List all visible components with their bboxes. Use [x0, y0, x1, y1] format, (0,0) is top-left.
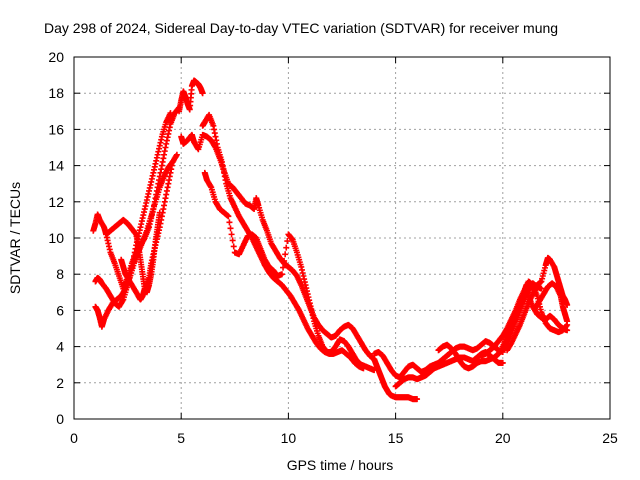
data-point — [283, 244, 290, 251]
y-tick-label: 10 — [48, 230, 64, 246]
data-point — [167, 110, 174, 117]
data-point — [281, 257, 288, 264]
series-trace-e — [118, 158, 176, 303]
series-trace-f — [176, 77, 206, 115]
data-point — [169, 158, 176, 165]
y-tick-label: 2 — [56, 375, 64, 391]
series-trace-i — [201, 169, 378, 374]
data-points — [90, 77, 571, 403]
grid-lines — [74, 57, 610, 419]
y-tick-label: 6 — [56, 302, 64, 318]
data-point — [538, 285, 545, 292]
data-point — [280, 264, 287, 271]
x-tick-label: 15 — [388, 430, 404, 446]
x-tick-label: 10 — [281, 430, 297, 446]
data-point — [282, 251, 289, 258]
series-trace-q — [478, 278, 571, 359]
data-point — [499, 359, 506, 366]
series-trace-g — [178, 131, 378, 363]
x-axis-label: GPS time / hours — [287, 457, 394, 473]
y-axis-label: SDTVAR / TECUs — [7, 182, 23, 294]
data-point — [228, 231, 235, 238]
data-point — [225, 213, 232, 220]
y-tick-label: 16 — [48, 121, 64, 137]
data-point — [414, 396, 421, 403]
y-tick-label: 14 — [48, 158, 64, 174]
chart-title: Day 298 of 2024, Sidereal Day-to-day VTE… — [44, 20, 558, 36]
x-tick-label: 25 — [602, 430, 618, 446]
y-tick-label: 20 — [48, 49, 64, 65]
series-trace-c — [92, 110, 174, 310]
series-trace-o — [504, 254, 571, 354]
series-trace-p — [531, 280, 571, 325]
data-point — [284, 238, 291, 245]
y-tick-label: 12 — [48, 194, 64, 210]
data-point — [564, 321, 571, 328]
y-tick-label: 8 — [56, 266, 64, 282]
y-tick-label: 4 — [56, 339, 64, 355]
x-tick-label: 5 — [177, 430, 185, 446]
data-point — [227, 225, 234, 232]
y-tick-label: 18 — [48, 85, 64, 101]
data-point — [278, 271, 285, 278]
x-tick-label: 0 — [70, 430, 78, 446]
data-point — [229, 237, 236, 244]
axis-ticks: 0 5 10 15 20 25 0 2 4 6 8 10 12 14 16 18 20 — [48, 49, 618, 446]
data-point — [230, 243, 237, 250]
data-point — [199, 90, 206, 97]
data-point — [226, 219, 233, 226]
series-trace-j — [371, 356, 421, 403]
y-tick-label: 0 — [56, 411, 64, 427]
data-point — [173, 151, 180, 158]
x-tick-label: 20 — [495, 430, 511, 446]
